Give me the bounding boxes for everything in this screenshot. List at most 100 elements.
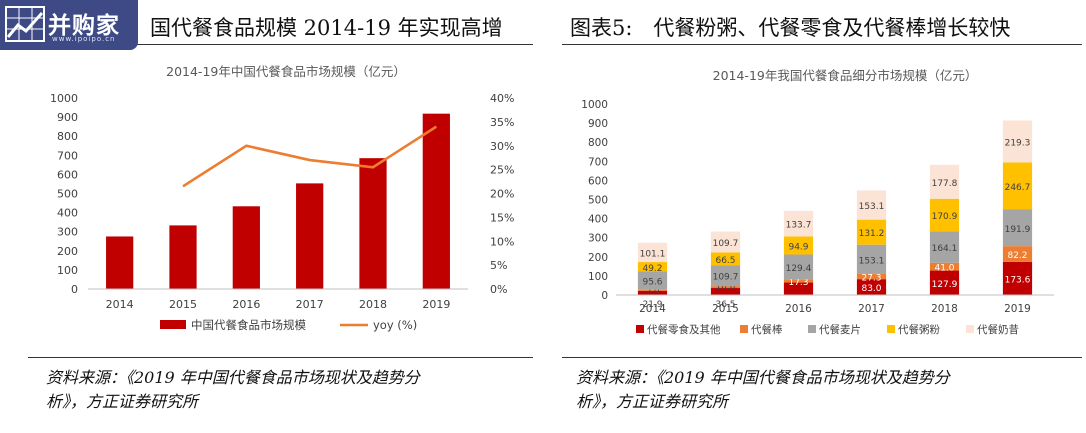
y-axis-tick-label: 100 <box>57 264 78 277</box>
y-axis-tick-label: 700 <box>57 149 78 162</box>
segment-cereal <box>637 271 668 290</box>
watermark-url: www.ipoipo.cn <box>52 35 116 43</box>
segment-bar <box>929 262 960 271</box>
bar-market-size <box>359 158 387 289</box>
segment-shake <box>710 231 741 253</box>
segment-porridge <box>710 252 741 266</box>
y-axis-tick-label: 900 <box>588 118 608 130</box>
data-label: 66.5 <box>715 256 735 266</box>
data-label: 133.7 <box>786 221 812 231</box>
series-line-yoy <box>182 125 438 188</box>
data-label: 153.1 <box>859 202 885 212</box>
left-source-line1: 资料来源：《2019 年中国代餐食品市场现状及趋势分 <box>46 368 420 387</box>
segment-cereal <box>1002 209 1033 247</box>
segment-snack <box>929 270 960 295</box>
right-source-rule <box>562 357 1082 358</box>
segment-bar <box>637 289 668 291</box>
y-axis-tick-label: 800 <box>588 137 608 149</box>
data-label: 129.4 <box>786 264 812 274</box>
data-label: 246.7 <box>1005 183 1031 193</box>
segment-porridge <box>856 219 887 245</box>
legend-swatch-bar <box>160 320 186 329</box>
y-axis-tick-label: 900 <box>57 111 78 124</box>
y-axis-tick-label: 1000 <box>50 92 78 105</box>
x-axis-tick-label: 2018 <box>359 298 387 311</box>
x-axis-tick-label: 2017 <box>858 303 885 315</box>
bar-market-size <box>106 236 134 289</box>
y-axis-tick-label: 500 <box>588 195 608 207</box>
x-axis-tick-label: 2019 <box>422 298 450 311</box>
y-axis-tick-label: 1000 <box>581 99 608 111</box>
data-label: 95.6 <box>642 278 662 288</box>
left-source-note: 资料来源：《2019 年中国代餐食品市场现状及趋势分 析》，方正证券研究所 <box>46 366 420 414</box>
y-axis-tick-label: 200 <box>57 245 78 258</box>
segment-cereal <box>783 254 814 280</box>
data-label: 127.9 <box>932 280 958 290</box>
legend-swatch <box>808 325 816 333</box>
y2-axis-tick-label: 15% <box>490 211 514 224</box>
data-label: 109.7 <box>713 239 739 249</box>
data-label: 10.0 <box>715 282 735 292</box>
data-label: 21.9 <box>642 300 662 310</box>
right-source-note: 资料来源：《2019 年中国代餐食品市场现状及趋势分 析》，方正证券研究所 <box>576 366 950 414</box>
segment-snack <box>710 288 741 295</box>
data-label: 83.0 <box>861 284 881 294</box>
data-label: 82.2 <box>1007 251 1027 261</box>
segment-cereal <box>710 265 741 287</box>
left-source-line2: 析》，方正证券研究所 <box>46 392 199 411</box>
right-figure-heading: 图表5: 代餐粉粥、代餐零食及代餐棒增长较快 <box>570 16 1011 40</box>
bar-market-size <box>296 183 324 289</box>
bar-market-size <box>232 206 260 289</box>
segment-shake <box>856 190 887 220</box>
right-figure-panel: 图表5: 代餐粉粥、代餐零食及代餐棒增长较快 2014-19年我国代餐食品细分市… <box>562 0 1086 433</box>
y-axis-tick-label: 300 <box>57 226 78 239</box>
right-source-line2: 析》，方正证券研究所 <box>576 392 729 411</box>
legend-swatch <box>740 325 748 333</box>
segment-snack <box>783 282 814 295</box>
x-axis-tick-label: 2016 <box>785 303 812 315</box>
x-axis-tick-label: 2015 <box>712 303 739 315</box>
x-axis-tick-label: 2014 <box>106 298 134 311</box>
segment-shake <box>1002 120 1033 163</box>
x-axis-tick-label: 2019 <box>1004 303 1031 315</box>
watermark-text: 并购家 <box>48 13 120 39</box>
x-axis-tick-label: 2016 <box>232 298 260 311</box>
y-axis-tick-label: 200 <box>588 252 608 264</box>
segment-bar <box>710 286 741 289</box>
data-label: 49.2 <box>642 264 662 274</box>
data-label: 164.1 <box>932 244 958 254</box>
data-label: 5.8 <box>645 285 660 295</box>
data-label: 36.5 <box>715 300 735 310</box>
market-size-chart: 2014-19年中国代餐食品市场规模（亿元） 0 100 200 300 400 500 60… <box>50 64 514 332</box>
y2-axis-tick-label: 25% <box>490 164 514 177</box>
legend-label: 代餐麦片 <box>819 323 861 336</box>
legend-label: 代餐零食及其他 <box>647 323 721 336</box>
legend-label: 代餐奶昔 <box>977 323 1019 336</box>
left-figure-heading: 国代餐食品规模 2014-19 年实现高增 <box>150 16 503 40</box>
chart-title: 2014-19年中国代餐食品市场规模（亿元） <box>166 64 406 79</box>
y-axis-tick-label: 400 <box>588 214 608 226</box>
segment-porridge <box>783 236 814 255</box>
y2-axis-tick-label: 0% <box>490 283 507 296</box>
legend-swatch <box>887 325 895 333</box>
data-label: 219.3 <box>1005 138 1031 148</box>
y2-axis-tick-label: 30% <box>490 140 514 153</box>
legend-label-bar: 中国代餐食品市场规模 <box>191 318 306 332</box>
data-label: 94.9 <box>788 242 808 252</box>
data-label: 153.1 <box>859 256 885 266</box>
left-heading-rule <box>28 44 533 45</box>
bar-market-size <box>169 225 197 289</box>
y-axis-tick-label: 400 <box>57 207 78 220</box>
chart-title: 2014-19年我国代餐食品细分市场规模（亿元） <box>713 68 978 83</box>
segment-cereal <box>929 231 960 263</box>
segment-porridge <box>637 262 668 272</box>
data-label: 41.0 <box>934 264 954 274</box>
legend-swatch <box>636 325 644 333</box>
segment-size-chart: 2014-19年我国代餐食品细分市场规模（亿元） 0 100 200 300 400 500… <box>581 68 1054 336</box>
y-axis-tick-label: 700 <box>588 156 608 168</box>
data-label: 101.1 <box>640 249 666 259</box>
segment-cereal <box>856 244 887 274</box>
data-label: 131.2 <box>859 229 885 239</box>
data-label: 177.8 <box>932 179 958 189</box>
data-label: 109.7 <box>713 273 739 283</box>
